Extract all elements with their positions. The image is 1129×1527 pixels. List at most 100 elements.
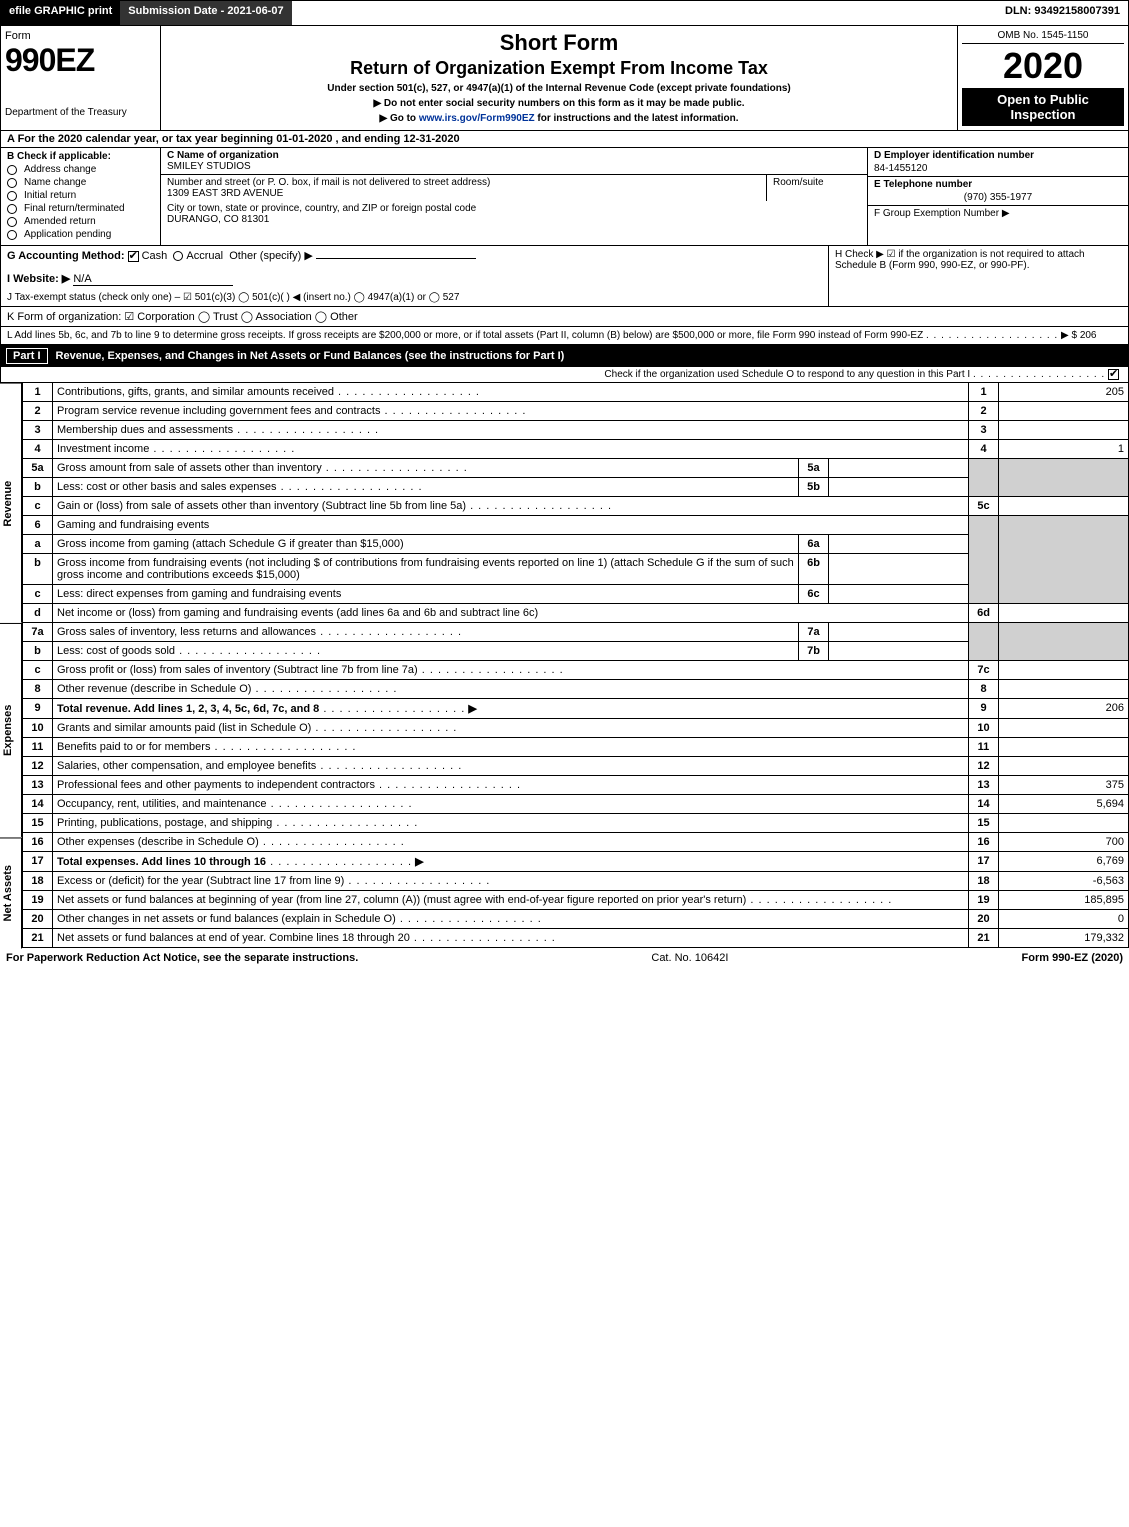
section-g: G Accounting Method: Cash Accrual Other … — [1, 246, 828, 306]
line-20: 20Other changes in net assets or fund ba… — [23, 910, 1129, 929]
row-j: J Tax-exempt status (check only one) – ☑… — [7, 292, 822, 303]
b-opt-1: Name change — [24, 177, 86, 188]
e-phone-label: E Telephone number — [874, 179, 1122, 190]
org-name: SMILEY STUDIOS — [167, 161, 861, 172]
b-opt-0: Address change — [24, 164, 96, 175]
check-final-return[interactable] — [7, 204, 17, 214]
subtitle-3: ▶ Go to www.irs.gov/Form990EZ for instru… — [165, 113, 953, 124]
header-left: Form 990EZ Department of the Treasury — [1, 26, 161, 130]
section-b: B Check if applicable: Address change Na… — [1, 148, 161, 245]
spacer — [292, 1, 997, 25]
row-l: L Add lines 5b, 6c, and 7b to line 9 to … — [0, 327, 1129, 345]
line-6b: bGross income from fundraising events (n… — [23, 554, 1129, 585]
page-footer: For Paperwork Reduction Act Notice, see … — [0, 948, 1129, 968]
line-12: 12Salaries, other compensation, and empl… — [23, 757, 1129, 776]
room-suite-label: Room/suite — [767, 175, 867, 201]
part-1-label: Part I — [6, 348, 48, 364]
section-d-e-f: D Employer identification number 84-1455… — [868, 148, 1128, 245]
org-address: 1309 EAST 3RD AVENUE — [167, 188, 760, 199]
line-4: 4Investment income41 — [23, 440, 1129, 459]
title-return: Return of Organization Exempt From Incom… — [165, 58, 953, 79]
check-accrual[interactable] — [173, 251, 183, 261]
line-6c: cLess: direct expenses from gaming and f… — [23, 585, 1129, 604]
line-1: 1Contributions, gifts, grants, and simil… — [23, 383, 1129, 402]
form-label: Form — [5, 30, 156, 42]
subtitle-1: Under section 501(c), 527, or 4947(a)(1)… — [165, 83, 953, 94]
footer-right: Form 990-EZ (2020) — [1022, 952, 1123, 964]
dln: DLN: 93492158007391 — [997, 1, 1128, 25]
g-cash: Cash — [142, 250, 168, 262]
g-other-input[interactable] — [316, 258, 476, 259]
line-8: 8Other revenue (describe in Schedule O)8 — [23, 680, 1129, 699]
line-10: 10Grants and similar amounts paid (list … — [23, 719, 1129, 738]
line-17: 17Total expenses. Add lines 10 through 1… — [23, 852, 1129, 872]
line-16: 16Other expenses (describe in Schedule O… — [23, 833, 1129, 852]
part-1-header: Part I Revenue, Expenses, and Changes in… — [0, 345, 1129, 367]
info-block: B Check if applicable: Address change Na… — [0, 148, 1129, 246]
g-other: Other (specify) ▶ — [229, 250, 313, 262]
side-expenses: Expenses — [0, 623, 22, 837]
top-bar: efile GRAPHIC print Submission Date - 20… — [0, 0, 1129, 26]
phone-value: (970) 355-1977 — [874, 192, 1122, 203]
row-k: K Form of organization: ☑ Corporation ◯ … — [0, 307, 1129, 327]
website-value: N/A — [73, 273, 233, 286]
omb-number: OMB No. 1545-1150 — [962, 30, 1124, 44]
row-l-amt-label: ▶ $ — [1061, 330, 1077, 341]
check-address-change[interactable] — [7, 165, 17, 175]
c-city-label: City or town, state or province, country… — [167, 203, 861, 214]
part-1-check-line: Check if the organization used Schedule … — [0, 367, 1129, 383]
line-6d: dNet income or (loss) from gaming and fu… — [23, 604, 1129, 623]
line-11: 11Benefits paid to or for members11 — [23, 738, 1129, 757]
section-h: H Check ▶ ☑ if the organization is not r… — [828, 246, 1128, 306]
line-3: 3Membership dues and assessments3 — [23, 421, 1129, 440]
line-18: 18Excess or (deficit) for the year (Subt… — [23, 872, 1129, 891]
line-5a: 5aGross amount from sale of assets other… — [23, 459, 1129, 478]
line-21: 21Net assets or fund balances at end of … — [23, 929, 1129, 948]
check-cash[interactable] — [128, 251, 139, 262]
ein-value: 84-1455120 — [874, 163, 1122, 174]
line-2: 2Program service revenue including gover… — [23, 402, 1129, 421]
c-name-label: C Name of organization — [167, 150, 861, 161]
line-5b: bLess: cost or other basis and sales exp… — [23, 478, 1129, 497]
b-opt-4: Amended return — [24, 216, 96, 227]
line-7a: 7aGross sales of inventory, less returns… — [23, 623, 1129, 642]
side-netassets: Net Assets — [0, 837, 22, 948]
form-header: Form 990EZ Department of the Treasury Sh… — [0, 26, 1129, 131]
lines-grid: Revenue Expenses Net Assets 1Contributio… — [0, 383, 1129, 948]
b-opt-2: Initial return — [24, 190, 76, 201]
dept-label: Department of the Treasury — [5, 107, 156, 118]
c-addr-label: Number and street (or P. O. box, if mail… — [167, 177, 760, 188]
side-revenue: Revenue — [0, 383, 22, 623]
line-7c: cGross profit or (loss) from sales of in… — [23, 661, 1129, 680]
header-center: Short Form Return of Organization Exempt… — [161, 26, 958, 130]
row-g-h: G Accounting Method: Cash Accrual Other … — [0, 246, 1129, 307]
open-to-public: Open to Public Inspection — [962, 88, 1124, 126]
check-initial-return[interactable] — [7, 191, 17, 201]
line-9: 9Total revenue. Add lines 1, 2, 3, 4, 5c… — [23, 699, 1129, 719]
section-b-label: B Check if applicable: — [7, 151, 154, 162]
b-opt-5: Application pending — [24, 229, 111, 240]
check-application-pending[interactable] — [7, 230, 17, 240]
part-1-check-text: Check if the organization used Schedule … — [604, 369, 970, 380]
subtitle-2: ▶ Do not enter social security numbers o… — [165, 98, 953, 109]
f-group-label: F Group Exemption Number ▶ — [874, 208, 1122, 219]
line-6a: aGross income from gaming (attach Schedu… — [23, 535, 1129, 554]
line-7b: bLess: cost of goods sold7b — [23, 642, 1129, 661]
lines-table: 1Contributions, gifts, grants, and simil… — [22, 383, 1129, 948]
check-amended-return[interactable] — [7, 217, 17, 227]
line-19: 19Net assets or fund balances at beginni… — [23, 891, 1129, 910]
line-15: 15Printing, publications, postage, and s… — [23, 814, 1129, 833]
check-name-change[interactable] — [7, 178, 17, 188]
line-14: 14Occupancy, rent, utilities, and mainte… — [23, 795, 1129, 814]
irs-link[interactable]: www.irs.gov/Form990EZ — [419, 113, 535, 124]
part-1-heading: Revenue, Expenses, and Changes in Net As… — [56, 350, 565, 362]
g-label: G Accounting Method: — [7, 250, 125, 262]
check-schedule-o[interactable] — [1108, 369, 1119, 380]
efile-label[interactable]: efile GRAPHIC print — [1, 1, 120, 25]
d-ein-label: D Employer identification number — [874, 150, 1122, 161]
line-6: 6Gaming and fundraising events — [23, 516, 1129, 535]
row-l-amt: 206 — [1080, 330, 1097, 341]
submission-date: Submission Date - 2021-06-07 — [120, 1, 291, 25]
title-short-form: Short Form — [165, 30, 953, 56]
header-right: OMB No. 1545-1150 2020 Open to Public In… — [958, 26, 1128, 130]
